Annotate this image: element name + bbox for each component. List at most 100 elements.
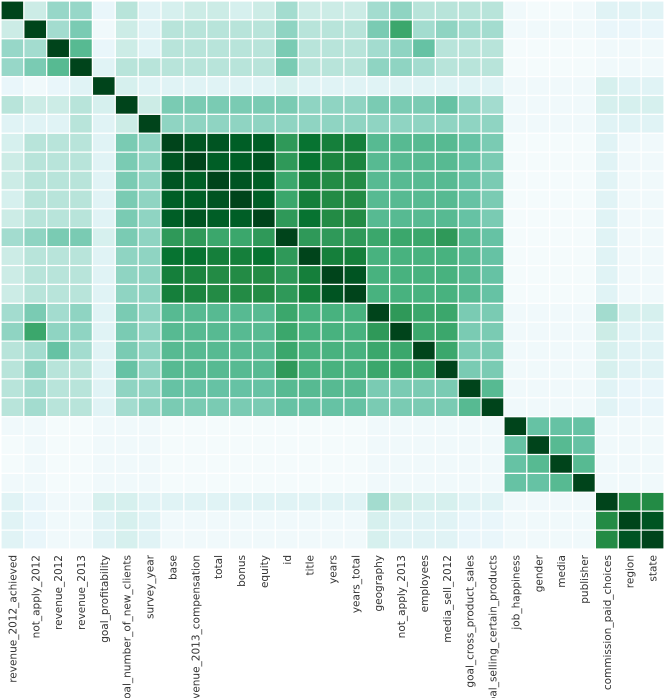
- heatmap-cell: [526, 283, 551, 304]
- heatmap-cell: [389, 283, 414, 304]
- heatmap-cell: [91, 0, 116, 21]
- heatmap-cell: [389, 0, 414, 21]
- heatmap-cell: [206, 302, 231, 323]
- heatmap-cell: [343, 19, 368, 40]
- heatmap-cell: [229, 208, 254, 229]
- heatmap-cell: [0, 529, 25, 550]
- heatmap-cell: [183, 113, 208, 134]
- heatmap-cell: [503, 283, 528, 304]
- heatmap-cell: [137, 340, 162, 361]
- heatmap-cell: [229, 264, 254, 286]
- heatmap-cell: [343, 38, 368, 59]
- heatmap-cell: [251, 378, 276, 399]
- heatmap-cell: [389, 491, 414, 512]
- heatmap-cell: [91, 264, 116, 286]
- heatmap-cell: [434, 189, 459, 210]
- heatmap-cell: [114, 0, 139, 21]
- heatmap-cell: [206, 38, 231, 59]
- heatmap-cell: [0, 246, 25, 267]
- heatmap-cell: [114, 151, 139, 172]
- heatmap-cell: [23, 208, 48, 229]
- heatmap-cell: [366, 208, 391, 229]
- heatmap-cell: [274, 208, 299, 229]
- heatmap-cell: [68, 94, 94, 115]
- heatmap-cell: [320, 321, 345, 342]
- heatmap-cell: [434, 0, 459, 21]
- heatmap-cell: [617, 416, 642, 437]
- heatmap-cell: [549, 378, 574, 399]
- heatmap-cell: [229, 170, 254, 191]
- heatmap-cell: [160, 340, 185, 361]
- heatmap-cell: [160, 151, 185, 172]
- heatmap-cell: [0, 321, 25, 342]
- heatmap-cell: [251, 340, 276, 361]
- heatmap-cell: [68, 510, 94, 531]
- heatmap-cell: [366, 170, 391, 191]
- heatmap-cell: [160, 283, 185, 304]
- heatmap-cell: [297, 189, 322, 210]
- heatmap-cell: [549, 435, 574, 456]
- heatmap-cell: [457, 453, 482, 475]
- heatmap-cell: [434, 453, 459, 475]
- heatmap-cell: [594, 227, 619, 248]
- heatmap-cell: [91, 19, 116, 40]
- heatmap-cell: [183, 491, 208, 512]
- heatmap-cell: [91, 208, 116, 229]
- heatmap-cell: [594, 0, 619, 21]
- heatmap-cell: [23, 170, 48, 191]
- heatmap-cell: [389, 472, 414, 493]
- heatmap-cell: [68, 453, 94, 475]
- heatmap-cell: [23, 38, 48, 59]
- heatmap-cell: [411, 472, 436, 493]
- heatmap-cell: [617, 246, 642, 267]
- heatmap-cell: [251, 151, 276, 172]
- heatmap-cell: [229, 246, 254, 267]
- heatmap-cell: [68, 0, 94, 21]
- heatmap-cell: [183, 340, 208, 361]
- heatmap-cell: [411, 435, 436, 456]
- heatmap-cell: [297, 94, 322, 115]
- heatmap-cell: [480, 472, 505, 493]
- heatmap-cell: [503, 359, 528, 380]
- heatmap-cell: [503, 208, 528, 229]
- heatmap-cell: [434, 472, 459, 493]
- heatmap-cell: [114, 246, 139, 267]
- heatmap-cell: [23, 227, 48, 248]
- heatmap-cell: [549, 132, 574, 153]
- x-tick-label: publisher: [579, 554, 591, 603]
- heatmap-cell: [571, 453, 597, 475]
- heatmap-cell: [274, 321, 299, 342]
- heatmap-cell: [229, 189, 254, 210]
- heatmap-cell: [91, 453, 116, 475]
- heatmap-cell: [434, 19, 459, 40]
- heatmap-cell: [571, 359, 597, 380]
- heatmap-cell: [389, 264, 414, 286]
- heatmap-cell: [206, 453, 231, 475]
- heatmap-cell: [274, 189, 299, 210]
- heatmap-cell: [274, 397, 299, 418]
- heatmap-cell: [91, 189, 116, 210]
- heatmap-cell: [206, 227, 231, 248]
- heatmap-cell: [183, 435, 208, 456]
- heatmap-cell: [571, 510, 597, 531]
- heatmap-cell: [46, 19, 71, 40]
- heatmap-cell: [183, 283, 208, 304]
- heatmap-cell: [411, 264, 436, 286]
- heatmap-cell: [411, 378, 436, 399]
- heatmap-cell: [274, 472, 299, 493]
- heatmap-cell: [571, 397, 597, 418]
- heatmap-cell: [183, 264, 208, 286]
- heatmap-cell: [343, 340, 368, 361]
- heatmap-cell: [549, 227, 574, 248]
- heatmap-cell: [68, 472, 94, 493]
- heatmap-cell: [23, 491, 48, 512]
- heatmap-cell: [297, 529, 322, 550]
- heatmap-cell: [480, 264, 505, 286]
- heatmap-cell: [297, 208, 322, 229]
- heatmap-cell: [503, 0, 528, 21]
- heatmap-cell: [114, 510, 139, 531]
- heatmap-cell: [0, 75, 25, 97]
- x-tick-label: job_happiness: [510, 555, 522, 631]
- heatmap-cell: [549, 283, 574, 304]
